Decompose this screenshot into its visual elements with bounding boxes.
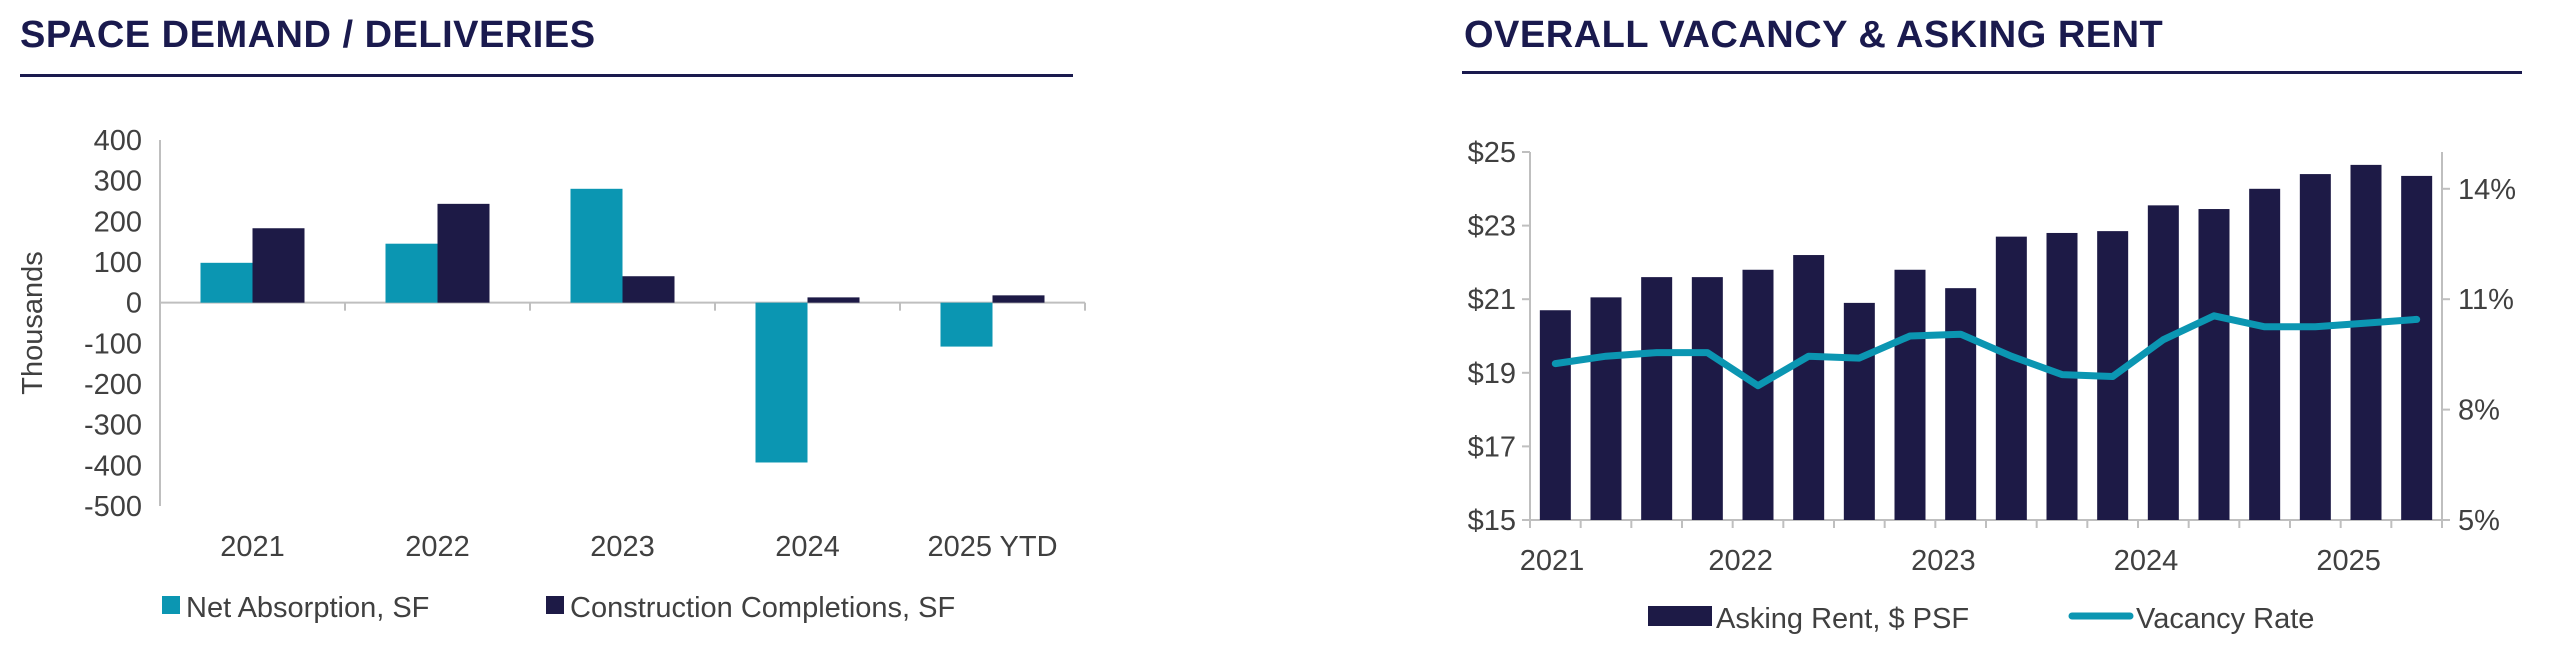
right-left-tick-label: $19 bbox=[1468, 358, 1516, 390]
left-x-tick-label: 2023 bbox=[590, 531, 655, 563]
right-left-tick-label: $17 bbox=[1468, 431, 1516, 463]
right-x-tick-label: 2023 bbox=[1911, 545, 1976, 577]
left-y-tick-label: -100 bbox=[84, 328, 142, 360]
right-right-tick-label: 8% bbox=[2458, 395, 2500, 427]
asking-rent-bar bbox=[2147, 205, 2179, 521]
net-absorption-bar bbox=[940, 302, 993, 347]
construction-completions-bar bbox=[807, 297, 860, 303]
legend-swatch-construction-completions bbox=[546, 596, 564, 614]
legend-label-vacancy-rate: Vacancy Rate bbox=[2136, 603, 2314, 635]
right-left-tick-label: $25 bbox=[1468, 137, 1516, 169]
right-x-tick-label: 2022 bbox=[1708, 545, 1773, 577]
left-y-tick-label: -300 bbox=[84, 410, 142, 442]
right-right-tick-label: 5% bbox=[2458, 505, 2500, 537]
right-left-tick-label: $23 bbox=[1468, 211, 1516, 243]
asking-rent-bar bbox=[1691, 277, 1723, 520]
right-left-tick-label: $15 bbox=[1468, 505, 1516, 537]
asking-rent-bar bbox=[1539, 310, 1571, 520]
vacancy-rate-line bbox=[1551, 312, 2421, 390]
net-absorption-bar bbox=[200, 262, 253, 303]
left-y-tick-label: -500 bbox=[84, 491, 142, 523]
legend-label-net-absorption: Net Absorption, SF bbox=[186, 592, 429, 624]
asking-rent-bar bbox=[1590, 297, 1622, 520]
legend-label-construction-completions: Construction Completions, SF bbox=[570, 592, 955, 624]
asking-rent-bar bbox=[2299, 174, 2331, 520]
net-absorption-bar bbox=[570, 188, 623, 303]
left-y-tick-label: 400 bbox=[94, 125, 142, 157]
right-chart-title: OVERALL VACANCY & ASKING RENT bbox=[1464, 14, 2164, 56]
left-y-tick-label: 200 bbox=[94, 206, 142, 238]
left-y-tick-label: 100 bbox=[94, 247, 142, 279]
left-x-tick-label: 2025 YTD bbox=[927, 531, 1057, 563]
left-x-tick-label: 2021 bbox=[220, 531, 285, 563]
right-x-tick-label: 2021 bbox=[1520, 545, 1585, 577]
right-left-tick-label: $21 bbox=[1468, 284, 1516, 316]
asking-rent-bar bbox=[1843, 302, 1875, 520]
asking-rent-bar bbox=[1945, 288, 1977, 520]
asking-rent-bar bbox=[1995, 236, 2027, 520]
left-y-axis-title: Thousands bbox=[17, 251, 49, 395]
left-y-tick-label: 0 bbox=[126, 288, 142, 320]
left-chart-title: SPACE DEMAND / DELIVERIES bbox=[20, 14, 596, 56]
net-absorption-bar bbox=[755, 302, 808, 463]
asking-rent-bar bbox=[1894, 269, 1926, 520]
construction-completions-bar bbox=[622, 276, 675, 303]
right-chart-svg: $25 $23 $21 $19 $17 $15 14% 11% 8% 5% 2021 2022 2023… bbox=[1468, 137, 2516, 635]
left-x-tick-label: 2024 bbox=[775, 531, 840, 563]
left-title-rule bbox=[20, 74, 1073, 77]
left-chart-svg: 400 300 200 100 0 -100 -200 -300 -400 -500 2021 202… bbox=[17, 125, 1086, 624]
asking-rent-bar bbox=[2401, 175, 2433, 521]
left-chart-panel: SPACE DEMAND / DELIVERIES 400 300 200 100 0 -… bbox=[0, 0, 1100, 645]
legend-swatch-asking-rent bbox=[1648, 606, 1712, 626]
right-x-tick-label: 2024 bbox=[2114, 545, 2179, 577]
right-title-rule bbox=[1462, 71, 2522, 74]
asking-rent-bar bbox=[2249, 188, 2281, 521]
asking-rent-bar bbox=[1742, 269, 1774, 520]
right-right-tick-label: 11% bbox=[2458, 284, 2514, 316]
legend-swatch-net-absorption bbox=[162, 596, 180, 614]
asking-rent-bar bbox=[1641, 277, 1673, 520]
construction-completions-bar bbox=[992, 295, 1045, 303]
left-y-tick-label: -200 bbox=[84, 369, 142, 401]
asking-rent-bar bbox=[1793, 255, 1825, 521]
asking-rent-bar bbox=[2350, 164, 2382, 520]
asking-rent-bar bbox=[2198, 209, 2230, 521]
left-y-tick-label: -400 bbox=[84, 450, 142, 482]
construction-completions-bar bbox=[437, 203, 490, 303]
legend-label-asking-rent: Asking Rent, $ PSF bbox=[1716, 603, 1969, 635]
net-absorption-bar bbox=[385, 243, 438, 303]
left-y-tick-label: 300 bbox=[94, 166, 142, 198]
left-x-tick-label: 2022 bbox=[405, 531, 470, 563]
construction-completions-bar bbox=[252, 228, 305, 303]
right-right-tick-label: 14% bbox=[2458, 174, 2516, 206]
right-x-tick-label: 2025 bbox=[2316, 545, 2381, 577]
right-chart-panel: OVERALL VACANCY & ASKING RENT $25 $23 $21 $… bbox=[1440, 0, 2560, 645]
